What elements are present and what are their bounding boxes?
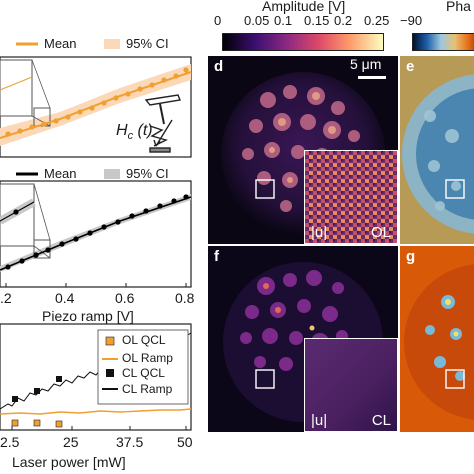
legend-ol-qcl-label: OL QCL [122, 333, 166, 347]
inset-f-right-label: CL [371, 412, 391, 429]
panel-letter-g: g [406, 248, 416, 265]
amplitude-colorbar-tick: 0.2 [334, 13, 353, 28]
bottom-xtick-1: 25 [63, 434, 79, 450]
image-panel-e: e [400, 56, 474, 244]
ol-ramp-line [0, 408, 192, 415]
amplitude-colorbar-tick: 0 [214, 13, 222, 28]
panel-letter-d: d [214, 58, 224, 75]
phase-colorbar-tick: −90 [400, 13, 423, 28]
mid-data-points [5, 194, 189, 270]
cl-qcl-points [12, 376, 62, 402]
image-panel-d: d 5 μm |u| OL [208, 56, 398, 244]
panel-letter-e: e [406, 58, 415, 75]
legend-ol-qcl-swatch [105, 336, 115, 346]
phase-colorbar [412, 33, 474, 51]
bottom-xtick-3: 50 [177, 434, 193, 450]
mid-xtick-2: 0.6 [115, 290, 135, 306]
phase-map-cl [400, 246, 474, 432]
image-panel-g: g [400, 246, 474, 432]
inset-d-texture [305, 151, 397, 243]
phase-colorbar-title: Pha [446, 0, 471, 14]
cantilever-icon [144, 94, 181, 153]
inset-f-left-label: |u| [311, 412, 328, 429]
inset-d: |u| OL [304, 150, 398, 244]
mid-plot-frame [0, 180, 192, 288]
amplitude-colorbar-tick: 0.15 [304, 13, 330, 28]
mid-xtick-3: 0.8 [175, 290, 195, 306]
amplitude-colorbar-tick: 0.05 [244, 13, 270, 28]
mid-legend-mean-label: Mean [44, 166, 77, 181]
mid-legend-ci-swatch [104, 169, 120, 179]
top-data-points [5, 67, 189, 137]
image-panel-f: f |u| CL [208, 246, 398, 432]
legend-cl-ramp-label: CL Ramp [122, 382, 173, 396]
amplitude-colorbar-tick: 0.1 [274, 13, 293, 28]
left-plots [0, 39, 192, 431]
amplitude-colorbar-title: Amplitude [V] [262, 0, 346, 14]
bottom-plot-frame [0, 323, 192, 431]
top-legend-mean-label: Mean [44, 36, 77, 51]
legend-ol-ramp-label: OL Ramp [122, 351, 173, 365]
inset-f-texture [305, 339, 397, 431]
bottom-xtick-2: 37.5 [116, 434, 144, 450]
bottom-xlabel: Laser power [mW] [12, 454, 126, 470]
inset-f: |u| CL [304, 338, 398, 432]
panel-letter-f: f [214, 248, 219, 265]
legend-cl-qcl-label: CL QCL [122, 366, 165, 380]
mid-legend-ci-label: 95% CI [126, 166, 169, 181]
scale-bar-label: 5 μm [350, 56, 382, 72]
mid-xtick-1: 0.4 [55, 290, 75, 306]
mid-xtick-0: .2 [0, 290, 12, 306]
amplitude-colorbar [222, 33, 384, 51]
top-plot-frame [0, 56, 192, 158]
phase-map-ol [400, 56, 474, 244]
amplitude-colorbar-tick: 0.25 [364, 13, 390, 28]
top-legend-ci-label: 95% CI [126, 36, 169, 51]
top-legend-ci-swatch [104, 39, 120, 49]
legend-cl-qcl-swatch [106, 369, 114, 377]
mid-xlabel: Piezo ramp [V] [42, 308, 134, 324]
bottom-xtick-0: 2.5 [0, 434, 20, 450]
inset-d-right-label: OL [370, 224, 391, 241]
hc-label: Hc (t) [116, 122, 153, 143]
ol-qcl-points [11, 419, 63, 428]
inset-d-left-label: |u| [311, 224, 328, 241]
